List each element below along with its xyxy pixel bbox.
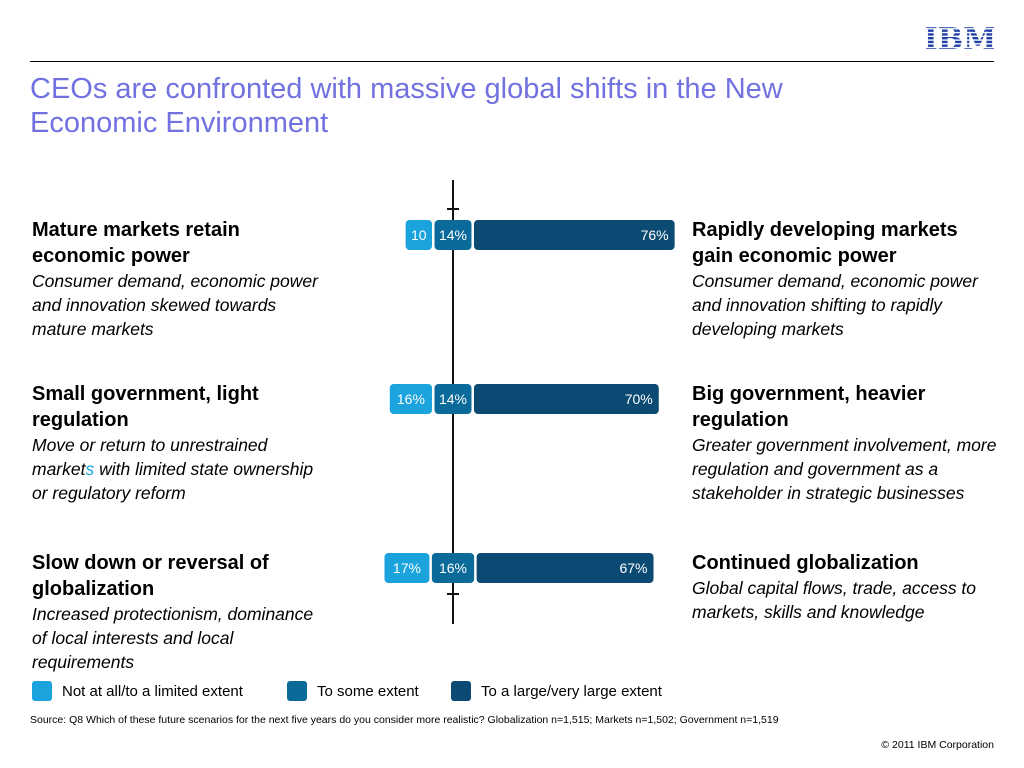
row-2-left-block: Small government, light regulation Move … <box>32 381 322 505</box>
bar-label-globalization-not-at-all: 17% <box>393 560 421 576</box>
row-2-right-description: Greater government involvement, more reg… <box>692 435 997 503</box>
row-2-right-heading: Big government, heavier regulation <box>692 383 926 431</box>
row-2-right-block: Big government, heavier regulation Great… <box>692 381 1002 505</box>
bar-government-some-extent <box>434 384 472 414</box>
row-1-right-heading: Rapidly developing markets gain economic… <box>692 219 958 267</box>
bar-label-globalization-some-extent: 16% <box>439 560 467 576</box>
bar-globalization-not-at-all <box>384 553 430 583</box>
row-3-left-heading: Slow down or reversal of globalization <box>32 552 269 600</box>
row-2-left-description-highlight: s <box>85 459 95 479</box>
bar-label-government-not-at-all: 16% <box>397 391 425 407</box>
legend-swatch-some-extent <box>287 681 307 701</box>
legend-label-large-extent: To a large/very large extent <box>481 683 662 700</box>
bar-markets-not-at-all <box>405 220 433 250</box>
row-3-left-block: Slow down or reversal of globalization I… <box>32 550 322 674</box>
bar-label-government-some-extent: 14% <box>439 391 467 407</box>
bar-government-not-at-all <box>389 384 433 414</box>
row-1-right-block: Rapidly developing markets gain economic… <box>692 217 1002 341</box>
bar-label-markets-not-at-all: 10 <box>411 227 427 243</box>
legend-swatch-not-at-all <box>32 681 52 701</box>
row-3-left-description: Increased protectionism, dominance of lo… <box>32 604 314 672</box>
bar-label-markets-large-extent: 76% <box>641 227 669 243</box>
row-2-left-description-post: with limited state ownership or regulato… <box>32 459 314 503</box>
bar-globalization-some-extent <box>431 553 475 583</box>
legend-item-large-extent: To a large/very large extent <box>451 681 701 703</box>
bar-label-globalization-large-extent: 67% <box>619 560 647 576</box>
bar-government-large-extent <box>473 384 659 414</box>
ibm-logo-text: IBM <box>926 22 994 52</box>
ibm-logo: IBM <box>926 22 994 52</box>
row-1-right-description: Consumer demand, economic power and inno… <box>692 271 978 339</box>
copyright: © 2011 IBM Corporation <box>881 739 994 751</box>
row-2-left-heading: Small government, light regulation <box>32 383 259 431</box>
source-note: Source: Q8 Which of these future scenari… <box>30 714 779 726</box>
row-2-left-description: Move or return to unrestrained markets w… <box>32 433 322 505</box>
bar-globalization-large-extent <box>476 553 654 583</box>
row-1-left-description: Consumer demand, economic power and inno… <box>32 271 318 339</box>
bar-markets-some-extent <box>434 220 472 250</box>
row-1-left-heading: Mature markets retain economic power <box>32 219 240 267</box>
legend-label-not-at-all: Not at all/to a limited extent <box>62 683 243 700</box>
bar-markets-large-extent <box>473 220 675 250</box>
bar-label-government-large-extent: 70% <box>625 391 653 407</box>
row-3-right-block: Continued globalization Global capital f… <box>692 550 1002 624</box>
legend-item-some-extent: To some extent <box>287 681 447 703</box>
legend-item-not-at-all: Not at all/to a limited extent <box>32 681 282 703</box>
row-3-right-heading: Continued globalization <box>692 552 919 574</box>
legend-label-some-extent: To some extent <box>317 683 419 700</box>
bar-label-markets-some-extent: 14% <box>439 227 467 243</box>
row-1-left-block: Mature markets retain economic power Con… <box>32 217 322 341</box>
legend-swatch-large-extent <box>451 681 471 701</box>
row-2-left-description-pre: Move or return to unrestrained market <box>32 435 268 479</box>
page-title: CEOs are confronted with massive global … <box>30 73 783 139</box>
header-divider <box>30 61 994 62</box>
row-3-right-description: Global capital flows, trade, access to m… <box>692 578 977 622</box>
